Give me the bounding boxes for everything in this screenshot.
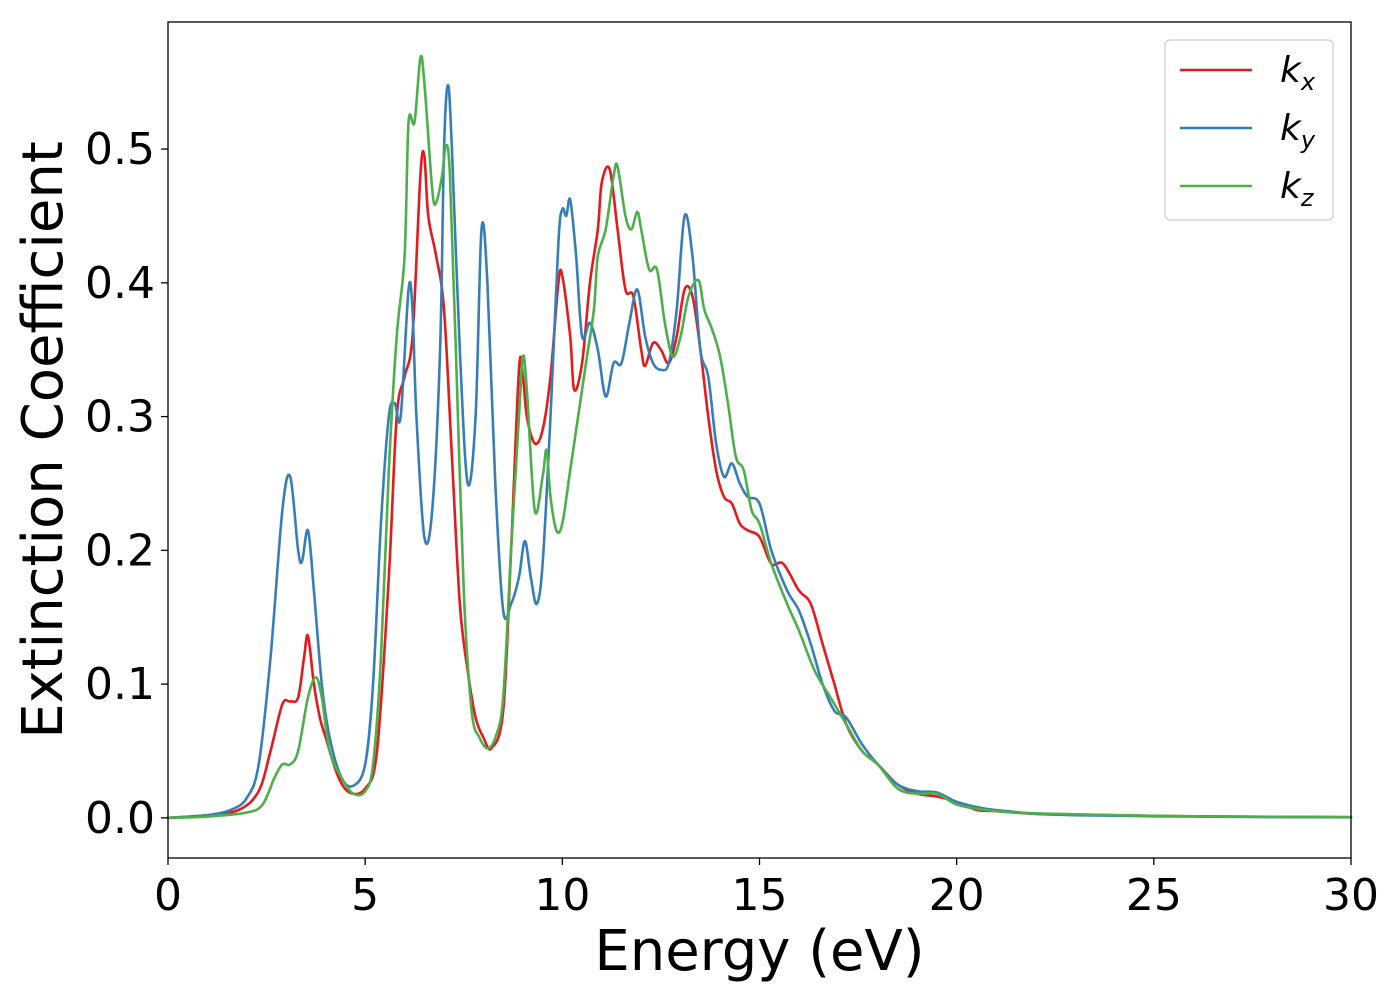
x-tick-label: 5	[351, 870, 379, 921]
series-line-kz	[166, 54, 1353, 820]
legend-label-subscript: y	[1300, 126, 1316, 154]
series-line-ky	[166, 83, 1353, 820]
x-tick-label: 30	[1323, 870, 1379, 921]
x-axis-label: Energy (eV)	[594, 919, 924, 984]
x-tick-label: 20	[929, 870, 985, 921]
y-tick-label: 0.4	[85, 258, 155, 309]
plot-frame	[167, 21, 1352, 859]
y-tick-label: 0.3	[85, 392, 155, 443]
legend-label-subscript: z	[1300, 184, 1315, 212]
x-tick-label: 15	[732, 870, 788, 921]
series-layer	[166, 54, 1353, 820]
y-axis-label: Extinction Coefficient	[11, 141, 76, 739]
y-tick-label: 0.2	[85, 525, 155, 576]
legend-box	[1164, 39, 1334, 221]
y-tick-label: 0.1	[85, 659, 155, 710]
y-tick-label: 0.0	[85, 793, 155, 844]
legend-label-base: k	[1280, 108, 1303, 149]
x-tick-label: 0	[154, 870, 182, 921]
legend-label-ky: ky	[1280, 108, 1316, 154]
legend-label-base: k	[1280, 50, 1303, 91]
y-axis-ticks: 0.0 0.1 0.2 0.3 0.4 0.5	[85, 124, 168, 844]
legend-label-kx: kx	[1280, 50, 1316, 96]
legend-label-subscript: x	[1300, 68, 1316, 96]
legend-label-kz: kz	[1280, 166, 1315, 212]
x-axis-ticks: 0 5 10 15 20 25 30	[154, 858, 1379, 921]
x-tick-label: 10	[534, 870, 590, 921]
legend-label-base: k	[1280, 166, 1303, 207]
x-tick-label: 25	[1126, 870, 1182, 921]
y-tick-label: 0.5	[85, 124, 155, 175]
